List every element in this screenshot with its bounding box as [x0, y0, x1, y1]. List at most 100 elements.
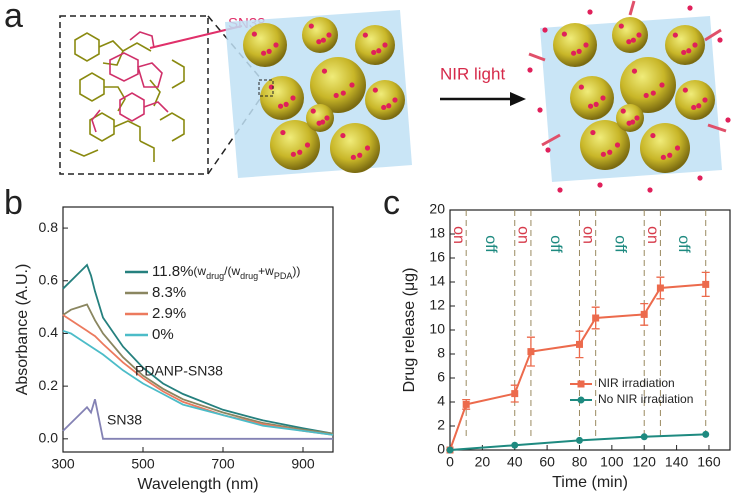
drug-dot: [570, 50, 577, 56]
drug-dot: [691, 104, 697, 111]
drug-dot: [600, 151, 606, 157]
released-drug: [597, 182, 603, 188]
drug-dot: [561, 31, 567, 37]
marker: [511, 441, 519, 449]
legend-label: 8.3%: [152, 284, 186, 301]
x-tick-label: 120: [633, 454, 657, 470]
annotation: PDANP-SN38: [135, 363, 223, 379]
drug-dot: [696, 103, 702, 109]
sphere: [302, 17, 338, 53]
drug-dot: [643, 92, 649, 99]
drug-dot: [350, 154, 356, 160]
drug-dot: [626, 39, 632, 45]
legend-name: 8.3%: [152, 284, 186, 301]
released-drug: [545, 147, 551, 153]
spectrum-line: [62, 263, 334, 435]
y-tick-label: 20: [429, 201, 445, 217]
legend-note: PDA: [274, 271, 293, 281]
sphere: [355, 25, 395, 65]
y-tick-label: 0.8: [39, 219, 59, 235]
marker: [640, 433, 648, 441]
x-tick-label: 900: [291, 456, 315, 472]
drug-dot: [290, 95, 296, 101]
x-axis-title: Wavelength (nm): [137, 476, 258, 493]
legend-label: 0%: [152, 326, 174, 343]
legend-label: 11.8%(wdrug/(wdrug+wPDA)): [152, 263, 300, 281]
legend-label: No NIR irradiation: [598, 392, 693, 406]
y-tick-label: 10: [429, 321, 445, 337]
legend-note: drug: [206, 271, 224, 281]
y-tick-label: 4: [437, 393, 445, 409]
y-tick-label: 12: [429, 297, 445, 313]
legend-name: 0%: [152, 326, 174, 343]
released-drug: [542, 27, 548, 33]
interval-label: on: [515, 226, 532, 244]
sphere: [640, 123, 690, 173]
drug-dot: [280, 129, 286, 136]
drug-dot: [340, 132, 346, 139]
sphere: [553, 23, 597, 67]
drug-dot: [607, 149, 613, 155]
drug-dot: [631, 68, 638, 74]
legend-note: (w: [193, 264, 206, 278]
release-arrow: [707, 123, 727, 133]
y-tick-label: 6: [437, 369, 445, 385]
interval-label: off: [547, 235, 564, 253]
spectrum-line: [62, 399, 333, 440]
x-tick-label: 160: [697, 454, 721, 470]
released-drug: [587, 9, 593, 15]
release-line: [449, 283, 706, 451]
marker: [656, 284, 664, 292]
drug-dot: [340, 90, 346, 96]
drug-dot: [297, 149, 303, 155]
drug-dot: [614, 142, 621, 148]
drug-dot: [357, 152, 363, 158]
drug-dot: [310, 108, 316, 114]
spectrum-line: [62, 329, 334, 436]
released-drug: [697, 175, 703, 181]
released-drug: [557, 187, 563, 193]
released-drug: [527, 67, 533, 73]
drug-dot: [277, 103, 284, 109]
marker: [511, 390, 519, 398]
y-tick-label: 18: [429, 225, 445, 241]
drug-dot: [660, 154, 666, 160]
drug-dot: [362, 32, 368, 38]
marker: [702, 430, 710, 438]
y-tick-label: 14: [429, 273, 445, 289]
drug-dot: [590, 129, 596, 136]
drug-dot: [576, 48, 582, 54]
drug-dot: [593, 101, 599, 107]
drug-dot: [672, 32, 678, 38]
nanoparticles: [527, 0, 731, 193]
drug-dot: [392, 97, 398, 103]
drug-dot: [320, 119, 326, 125]
drug-dot: [386, 103, 392, 109]
drug-dot: [620, 108, 626, 114]
interval-label: off: [482, 235, 499, 253]
spectrum-line: [62, 314, 334, 436]
drug-dot: [349, 82, 355, 88]
legend-note: drug: [240, 271, 258, 281]
drug-dot: [266, 48, 272, 54]
drug-dot: [304, 142, 311, 148]
drug-dot: [381, 104, 387, 111]
drug-dot: [634, 115, 640, 121]
marker: [446, 446, 454, 454]
interval-label: off: [675, 235, 692, 253]
sphere: [665, 25, 705, 65]
drug-dot: [578, 84, 584, 90]
marker: [640, 310, 648, 318]
drug-dot: [674, 145, 681, 151]
sphere: [365, 80, 405, 120]
drug-dot: [371, 49, 377, 56]
drug-dot: [273, 42, 279, 48]
sphere: [306, 104, 334, 132]
drug-dot: [283, 101, 289, 107]
interval-label: on: [579, 226, 596, 244]
drug-dot: [321, 68, 328, 74]
drug-dot: [702, 97, 708, 103]
sphere: [260, 76, 304, 120]
drug-dot: [324, 115, 330, 121]
